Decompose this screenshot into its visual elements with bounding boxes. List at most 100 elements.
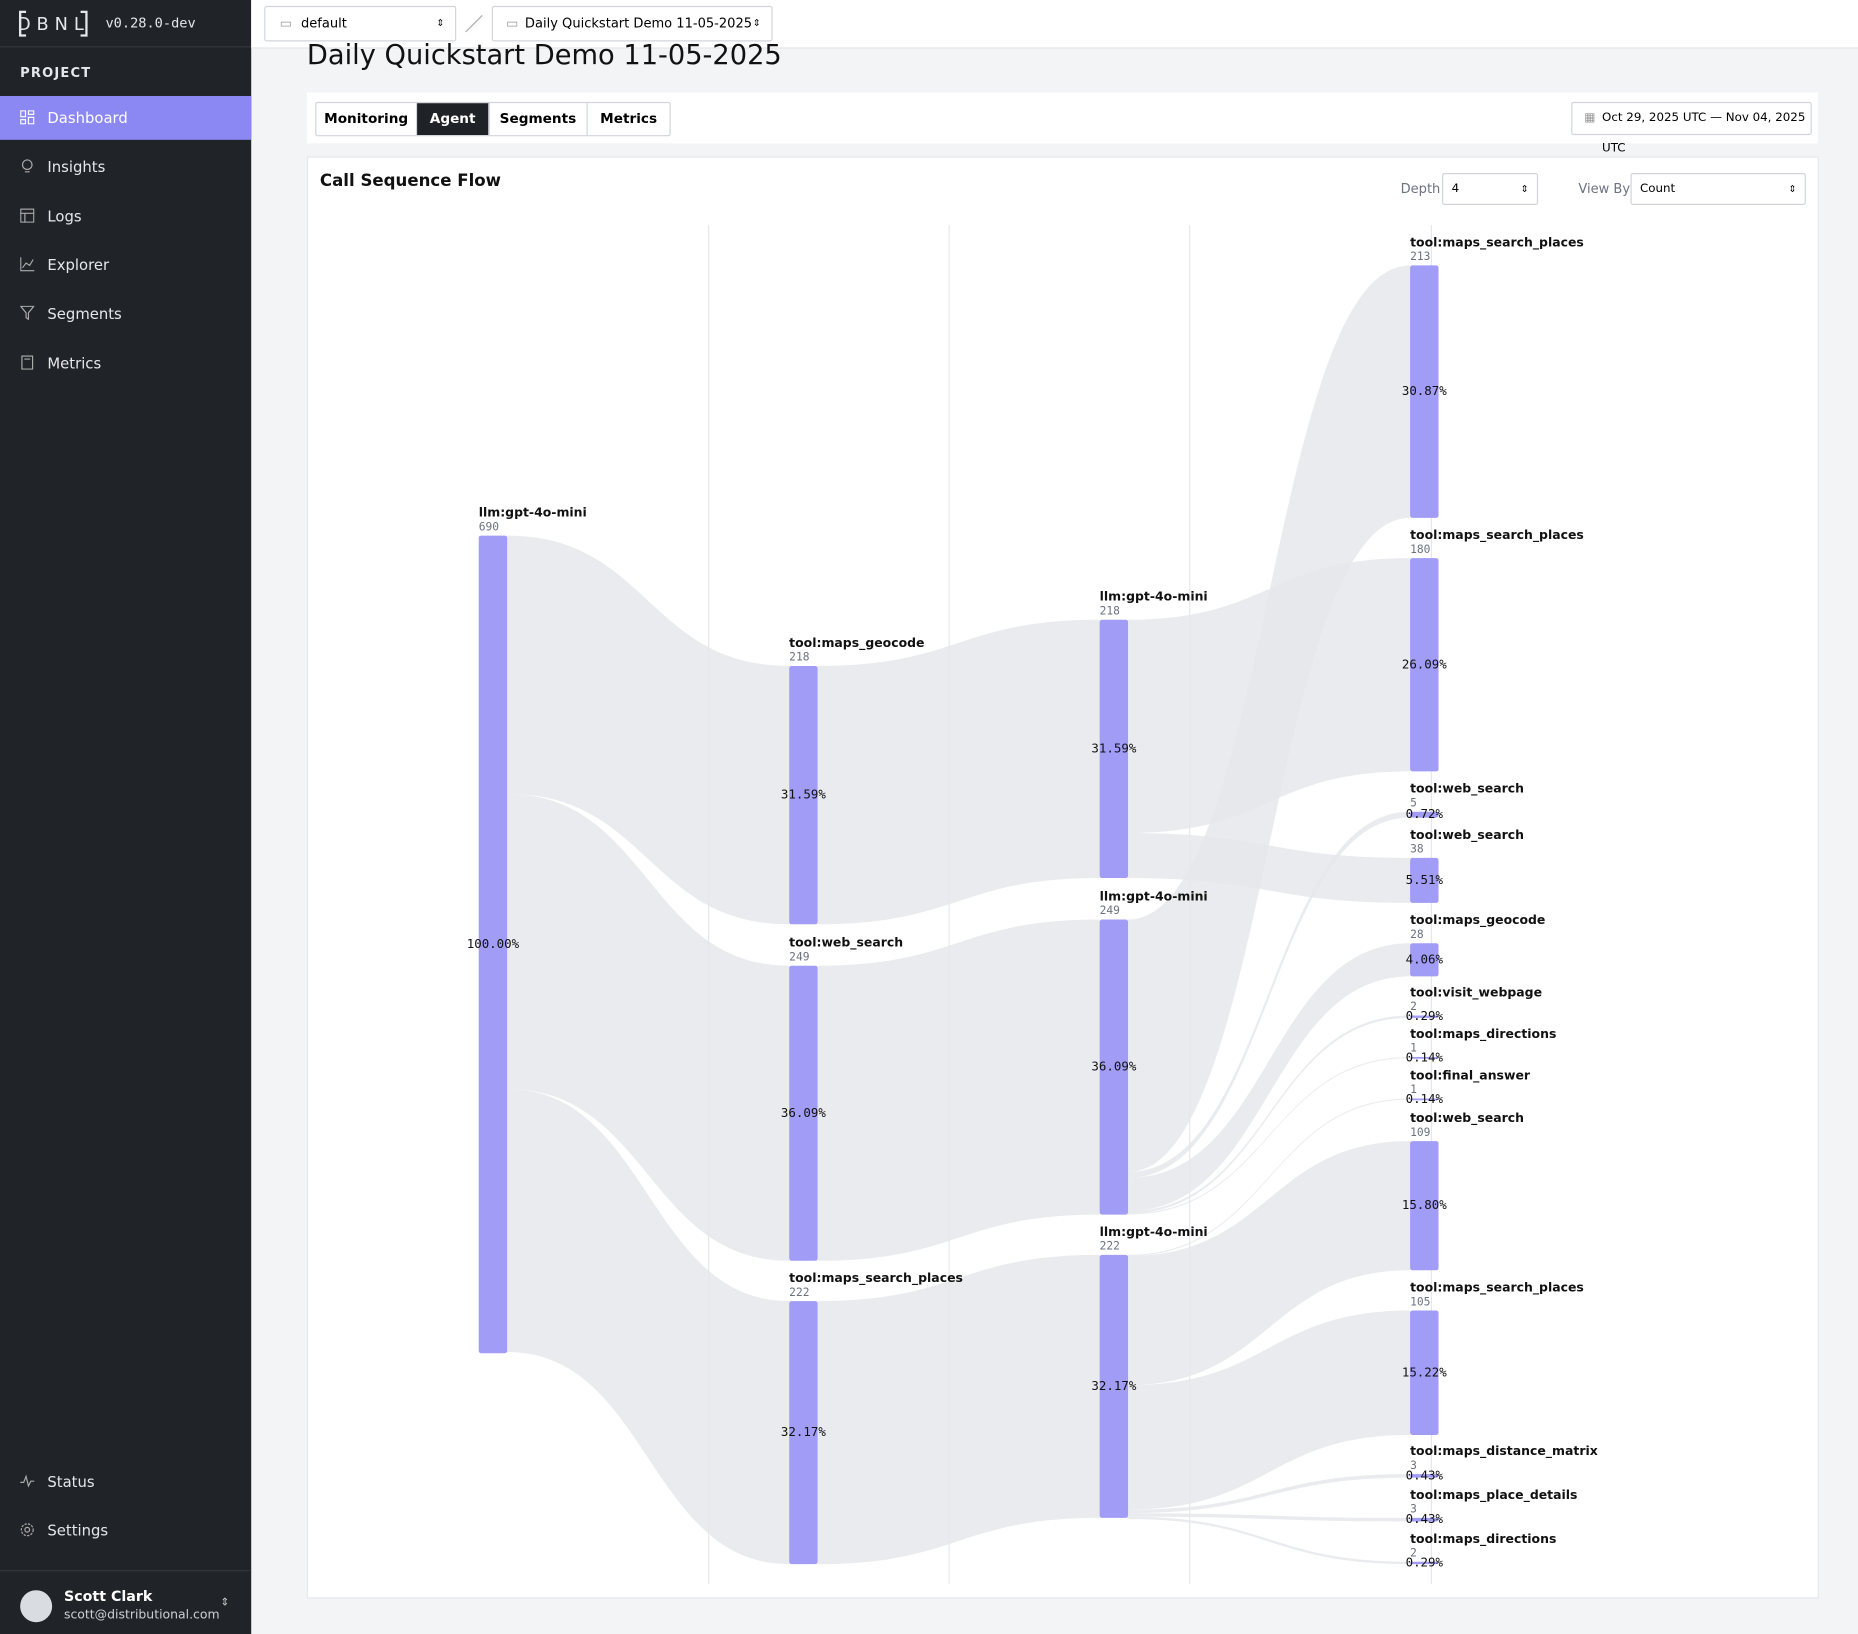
- flow-link: [817, 619, 1100, 925]
- node-value: 5: [1410, 796, 1417, 809]
- node-bar: [1410, 1561, 1439, 1565]
- tab[interactable]: Metrics: [600, 110, 658, 127]
- nodes: llm:gpt-4o-mini690100.00%tool:maps_geoco…: [467, 234, 1598, 1569]
- separator: [465, 14, 483, 33]
- node-percent: 0.72%: [1406, 806, 1444, 821]
- node-percent: 36.09%: [1091, 1059, 1136, 1074]
- node-percent: 31.59%: [1091, 740, 1136, 755]
- node-percent: 30.87%: [1402, 383, 1447, 398]
- flow-link: [1128, 1513, 1411, 1522]
- flow-link: [1128, 1141, 1411, 1386]
- node-label: tool:maps_place_details: [1410, 1487, 1577, 1503]
- nav-label: Settings: [47, 1521, 109, 1540]
- nav-label: Logs: [47, 207, 82, 226]
- nav-item[interactable]: Dashboard: [0, 95, 252, 140]
- flow-link: [1128, 1310, 1411, 1510]
- node-bar: [1410, 1141, 1439, 1271]
- project-select[interactable]: ▭ Daily Quickstart Demo 11-05-2025 ⇕: [491, 5, 773, 42]
- node-bar: [1410, 811, 1439, 818]
- node-value: 180: [1410, 543, 1431, 556]
- flow-link: [1128, 1474, 1411, 1514]
- tab[interactable]: Monitoring: [316, 103, 418, 136]
- view-by-label: View By: [1578, 181, 1631, 197]
- date-range-button[interactable]: ▦ Oct 29, 2025 UTC — Nov 04, 2025 UTC: [1571, 101, 1812, 155]
- node-label: tool:maps_geocode: [789, 635, 924, 651]
- nav-item[interactable]: Insights: [0, 145, 251, 189]
- namespace-value: default: [300, 15, 347, 31]
- node-bar: [1410, 558, 1439, 772]
- tab-active[interactable]: Agent: [417, 103, 490, 136]
- divider: [0, 1570, 252, 1572]
- node-value: 249: [789, 950, 810, 963]
- flow-link: [1128, 1516, 1411, 1565]
- page-title: Daily Quickstart Demo 11-05-2025: [306, 40, 782, 72]
- flow-link: [817, 919, 1100, 1261]
- node-bar: [1410, 1474, 1439, 1478]
- depth-label: Depth: [1400, 181, 1441, 197]
- node-label: llm:gpt-4o-mini: [1100, 589, 1208, 604]
- date-range: Oct 29, 2025 UTC — Nov 04, 2025 UTC: [1602, 111, 1806, 156]
- node-percent: 0.43%: [1406, 1467, 1444, 1482]
- node-bar: [1410, 1056, 1439, 1059]
- flow-link: [817, 1254, 1100, 1565]
- node-value: 2: [1410, 1000, 1417, 1013]
- node-percent: 26.09%: [1402, 656, 1447, 671]
- view-by-select[interactable]: Count ⇕: [1630, 173, 1806, 205]
- node-percent: 15.22%: [1402, 1364, 1447, 1379]
- node-percent: 31.59%: [781, 787, 826, 802]
- node-percent: 32.17%: [1091, 1378, 1136, 1393]
- user-menu-caret[interactable]: ⇕: [220, 1597, 230, 1610]
- node-bar: [1410, 1098, 1439, 1101]
- node-bar: [789, 665, 818, 925]
- node-value: 38: [1410, 843, 1424, 856]
- nav-item[interactable]: Logs: [0, 194, 251, 238]
- flow-link: [1128, 943, 1411, 1212]
- node-label: llm:gpt-4o-mini: [1100, 1224, 1208, 1239]
- node-value: 222: [789, 1286, 809, 1299]
- nav-item[interactable]: Explorer: [0, 243, 251, 287]
- node-value: 249: [1100, 904, 1121, 917]
- node-bar: [1099, 619, 1129, 879]
- nav-label: Dashboard: [47, 109, 128, 127]
- node-label: tool:web_search: [1410, 827, 1524, 843]
- flow-link: [507, 793, 790, 1261]
- depth-select[interactable]: 4 ⇕: [1442, 173, 1539, 205]
- node-bar: [789, 965, 818, 1261]
- node-value: 1: [1410, 1042, 1417, 1055]
- node-percent: 0.43%: [1406, 1511, 1444, 1526]
- node-value: 1: [1410, 1083, 1417, 1096]
- topbar: ▭ default ⇕ ▭ Daily Quickstart Demo 11-05-2…: [251, 0, 1858, 49]
- node-value: 222: [1100, 1240, 1120, 1253]
- node-percent: 4.06%: [1406, 951, 1444, 966]
- node-label: tool:maps_search_places: [1410, 527, 1584, 543]
- divider: [0, 46, 252, 48]
- node-value: 218: [1100, 604, 1121, 617]
- nav-item[interactable]: Metrics: [0, 341, 251, 385]
- node-bar: [1099, 1254, 1129, 1518]
- depth-value: 4: [1451, 182, 1460, 196]
- node-bar: [1410, 857, 1439, 903]
- nav-item[interactable]: Status: [0, 1460, 251, 1504]
- node-label: tool:visit_webpage: [1410, 984, 1542, 1000]
- nav-item[interactable]: Settings: [0, 1508, 251, 1552]
- nav-label: Insights: [47, 157, 106, 176]
- node-percent: 0.29%: [1406, 1008, 1444, 1023]
- node-label: tool:maps_directions: [1410, 1026, 1556, 1042]
- node-value: 105: [1410, 1295, 1430, 1308]
- node-label: llm:gpt-4o-mini: [1100, 889, 1208, 904]
- node-percent: 100.00%: [467, 936, 520, 951]
- avatar[interactable]: [20, 1590, 53, 1623]
- tab[interactable]: Segments: [489, 103, 588, 136]
- namespace-select[interactable]: ▭ default ⇕: [264, 5, 457, 42]
- links: [507, 265, 1411, 1565]
- nav-label: Metrics: [47, 354, 102, 373]
- node-bar: [1099, 919, 1129, 1215]
- node-percent: 0.29%: [1406, 1554, 1444, 1569]
- flow-link: [1128, 1098, 1411, 1257]
- node-label: tool:maps_geocode: [1410, 912, 1545, 928]
- node-label: tool:maps_search_places: [789, 1270, 963, 1286]
- node-percent: 32.17%: [781, 1424, 826, 1439]
- nav-item[interactable]: Segments: [0, 291, 251, 335]
- section-label: PROJECT: [20, 65, 92, 81]
